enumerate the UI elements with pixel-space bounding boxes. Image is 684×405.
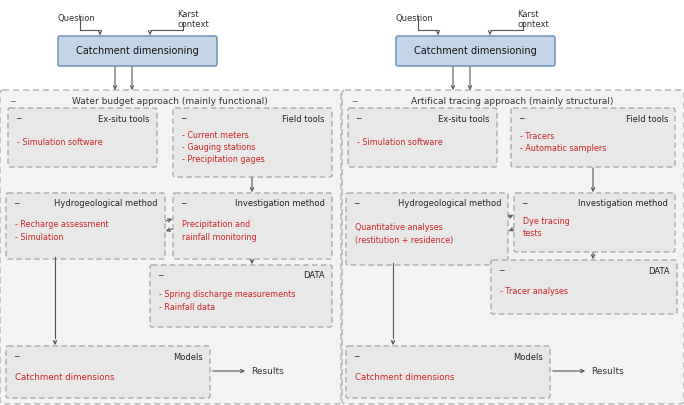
Text: Ex-situ tools: Ex-situ tools [438, 115, 490, 124]
Text: −: − [180, 200, 186, 209]
Text: Water budget approach (mainly functional): Water budget approach (mainly functional… [72, 98, 268, 107]
FancyBboxPatch shape [396, 36, 555, 66]
Text: Hydrogeological method: Hydrogeological method [397, 200, 501, 209]
FancyBboxPatch shape [173, 193, 332, 259]
Text: Question: Question [57, 14, 95, 23]
Text: Results: Results [591, 367, 624, 375]
Text: −: − [355, 115, 361, 124]
Text: Artifical tracing approach (mainly structural): Artifical tracing approach (mainly struc… [411, 98, 614, 107]
Text: - Simulation software: - Simulation software [17, 138, 103, 147]
Text: −: − [9, 98, 15, 107]
Text: Field tools: Field tools [282, 115, 325, 124]
Text: DATA: DATA [648, 266, 670, 275]
FancyBboxPatch shape [348, 108, 497, 167]
Text: −: − [13, 200, 19, 209]
Text: −: − [157, 271, 163, 281]
Text: Models: Models [173, 352, 203, 362]
FancyBboxPatch shape [0, 90, 341, 404]
Text: Catchment dimensions: Catchment dimensions [355, 373, 454, 382]
Text: −: − [353, 200, 359, 209]
Text: −: − [180, 115, 186, 124]
Text: Karst
context: Karst context [517, 10, 549, 30]
FancyBboxPatch shape [514, 193, 675, 252]
Text: Hydrogeological method: Hydrogeological method [55, 200, 158, 209]
FancyBboxPatch shape [150, 265, 332, 327]
FancyBboxPatch shape [58, 36, 217, 66]
FancyBboxPatch shape [6, 346, 210, 398]
Text: Results: Results [251, 367, 284, 375]
FancyBboxPatch shape [491, 260, 677, 314]
FancyBboxPatch shape [346, 193, 508, 265]
FancyBboxPatch shape [342, 90, 684, 404]
Text: - Current meters
- Gauging stations
- Precipitation gages: - Current meters - Gauging stations - Pr… [182, 130, 265, 164]
FancyBboxPatch shape [8, 108, 157, 167]
Text: Karst
context: Karst context [177, 10, 209, 30]
Text: Investigation method: Investigation method [235, 200, 325, 209]
Text: Catchment dimensioning: Catchment dimensioning [414, 46, 537, 56]
FancyBboxPatch shape [173, 108, 332, 177]
Text: Precipitation and
rainfall monitoring: Precipitation and rainfall monitoring [182, 220, 256, 242]
Text: Question: Question [395, 14, 433, 23]
Text: −: − [13, 352, 19, 362]
FancyBboxPatch shape [6, 193, 165, 259]
FancyBboxPatch shape [346, 346, 550, 398]
Text: Field tools: Field tools [625, 115, 668, 124]
Text: Ex-situ tools: Ex-situ tools [98, 115, 150, 124]
Text: −: − [498, 266, 504, 275]
Text: - Tracers
- Automatic samplers: - Tracers - Automatic samplers [520, 132, 607, 153]
Text: Investigation method: Investigation method [578, 200, 668, 209]
Text: - Recharge assessment
- Simulation: - Recharge assessment - Simulation [15, 220, 109, 242]
Text: −: − [351, 98, 357, 107]
Text: - Spring discharge measurements
- Rainfall data: - Spring discharge measurements - Rainfa… [159, 290, 295, 312]
Text: DATA: DATA [304, 271, 325, 281]
Text: - Tracer analyses: - Tracer analyses [500, 288, 568, 296]
Text: −: − [518, 115, 525, 124]
Text: −: − [15, 115, 21, 124]
Text: Quantitative analyses
(restitution + residence): Quantitative analyses (restitution + res… [355, 223, 453, 245]
Text: - Simulation software: - Simulation software [357, 138, 443, 147]
Text: Catchment dimensioning: Catchment dimensioning [76, 46, 199, 56]
FancyBboxPatch shape [511, 108, 675, 167]
Text: Models: Models [513, 352, 543, 362]
Text: −: − [353, 352, 359, 362]
Text: −: − [521, 200, 527, 209]
Text: Dye tracing
tests: Dye tracing tests [523, 217, 570, 238]
Text: Catchment dimensions: Catchment dimensions [15, 373, 114, 382]
